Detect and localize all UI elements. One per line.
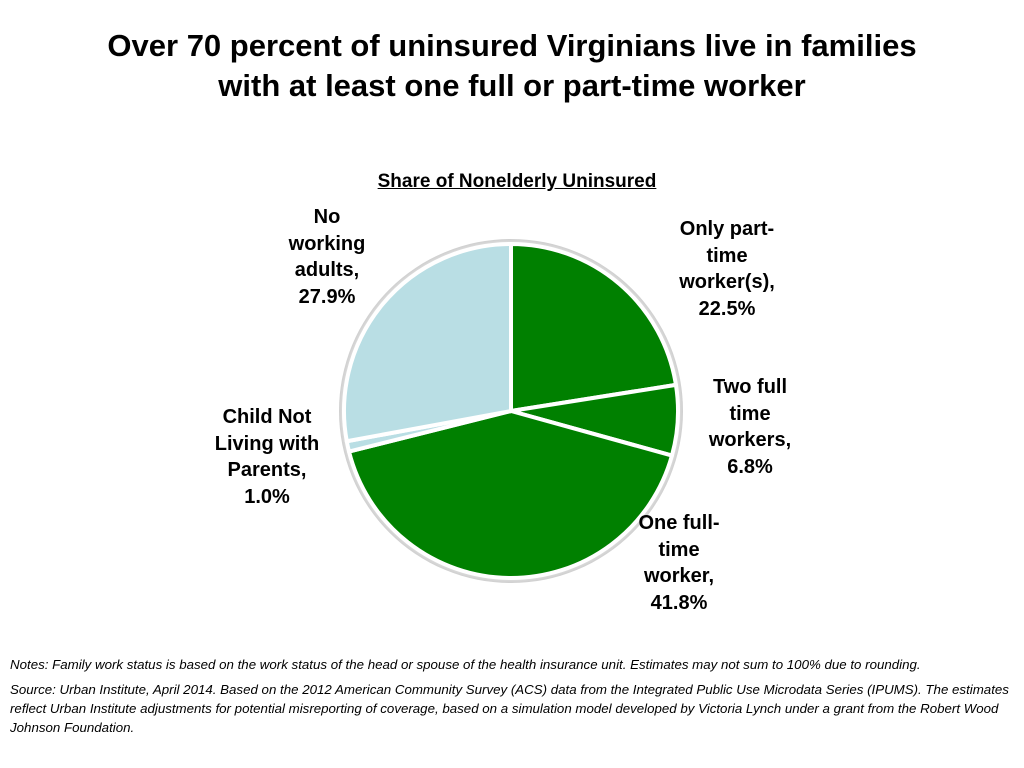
slice-label-line: One full-: [638, 512, 720, 534]
chart-title: Share of Nonelderly Uninsured: [377, 171, 657, 192]
slice-label-line: No: [313, 206, 341, 228]
slice-label-line: workers,: [708, 429, 792, 451]
source-text: Source: Urban Institute, April 2014. Bas…: [10, 682, 1009, 735]
slice-label-line: adults,: [294, 259, 360, 281]
slice-label-line: worker(s),: [679, 271, 775, 293]
slide-title-line-1: Over 70 percent of uninsured Virginians …: [107, 28, 917, 63]
slice-label-line: Only part-: [679, 218, 775, 240]
slice-label-line: 22.5%: [698, 297, 756, 320]
pie-slice: [341, 242, 513, 444]
pie-chart: [339, 239, 683, 583]
pie-slice: [346, 409, 674, 580]
slice-label-line: 41.8%: [650, 591, 708, 614]
slice-label-line: Parents,: [227, 459, 307, 481]
slide-title: Over 70 percent of uninsured Virginians …: [20, 26, 1004, 106]
slide-title-line-2: with at least one full or part-time work…: [218, 68, 806, 103]
slice-label: Child Not Living with Parents, 1.0%: [177, 404, 357, 510]
slice-label-line: Child Not: [222, 406, 312, 428]
slice-label-line: time: [706, 244, 748, 267]
slice-label-line: time: [658, 538, 700, 561]
slice-label-line: worker,: [643, 565, 715, 587]
notes-block: Notes: Family work status is based on th…: [10, 655, 1018, 743]
notes-text: Notes: Family work status is based on th…: [10, 657, 921, 672]
slice-label-line: 6.8%: [727, 455, 773, 478]
slice-label-line: 27.9%: [298, 285, 356, 308]
slice-label: Only part-time worker(s), 22.5%: [637, 216, 817, 322]
slice-label-line: time: [729, 402, 771, 425]
slice-label: Two full time workers, 6.8%: [660, 374, 840, 480]
slice-label-line: Living with: [214, 432, 320, 455]
slice-label: One full-time worker, 41.8%: [589, 510, 769, 616]
pie-slice: [509, 242, 678, 413]
slice-label-line: Two full: [712, 376, 788, 398]
slice-label-line: 1.0%: [244, 485, 290, 508]
slice-label-line: working: [288, 232, 366, 255]
slice-label: No working adults, 27.9%: [237, 204, 417, 310]
